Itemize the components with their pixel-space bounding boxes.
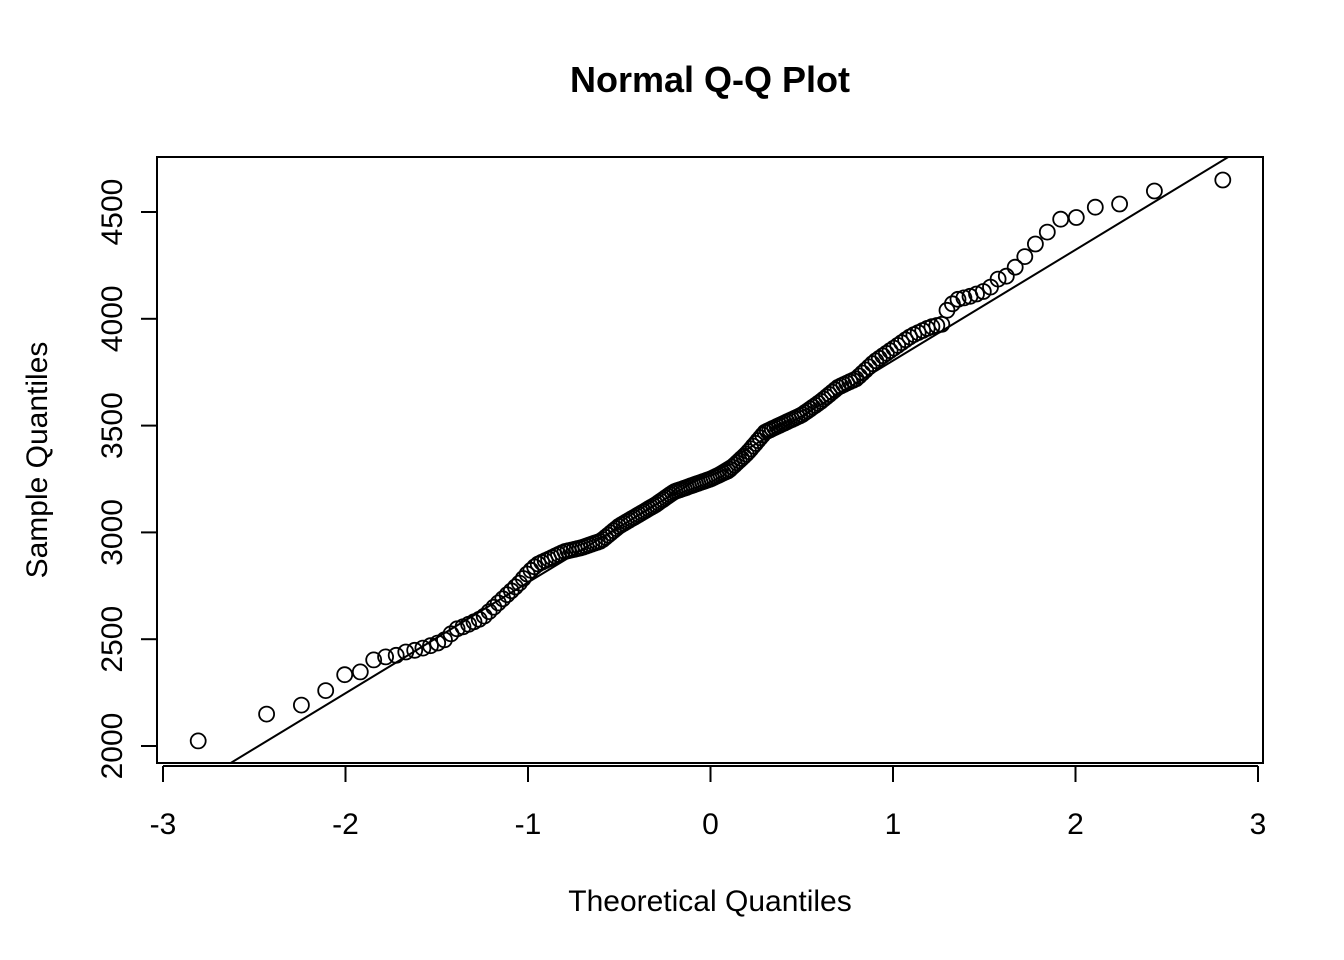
data-point <box>1016 248 1034 266</box>
data-point <box>949 290 967 308</box>
data-point <box>1006 258 1024 276</box>
x-axis-label: Theoretical Quantiles <box>568 885 851 918</box>
data-point <box>365 651 383 669</box>
x-tick-label: -1 <box>515 808 542 841</box>
data-point <box>1038 223 1056 241</box>
y-tick-label: 4000 <box>96 285 129 352</box>
data-point <box>317 682 335 699</box>
data-point <box>377 648 395 666</box>
data-point <box>1214 171 1232 189</box>
data-point <box>1086 198 1104 216</box>
data-point <box>1146 182 1163 200</box>
y-tick-label: 3500 <box>96 392 129 459</box>
y-tick-label: 3000 <box>96 499 129 566</box>
plot-frame <box>156 156 1264 764</box>
x-tick-label: 2 <box>1067 808 1084 841</box>
data-point <box>968 285 985 303</box>
chart-title: Normal Q-Q Plot <box>570 59 850 100</box>
data-point <box>989 270 1007 288</box>
data-points <box>189 171 1232 750</box>
x-tick-label: -2 <box>332 808 359 841</box>
y-tick-label: 4500 <box>96 179 129 246</box>
reference-line <box>228 157 1231 763</box>
x-tick-label: 1 <box>885 808 902 841</box>
data-point <box>406 641 424 659</box>
y-axis: 2000 2500 3000 3500 4000 4500 <box>96 179 158 780</box>
data-point <box>189 732 207 750</box>
x-tick-label: 3 <box>1250 808 1267 841</box>
data-point <box>897 331 914 349</box>
data-point <box>1067 209 1085 226</box>
data-point <box>336 666 354 684</box>
plot-area <box>156 156 1264 764</box>
data-point <box>1052 210 1070 228</box>
data-point <box>351 663 369 681</box>
data-point <box>1027 235 1044 253</box>
data-point <box>1111 195 1128 213</box>
y-tick-label: 2500 <box>96 606 129 673</box>
data-point <box>292 696 310 714</box>
data-point <box>258 705 276 723</box>
data-point <box>955 289 973 307</box>
y-axis-label: Sample Quantiles <box>21 342 54 579</box>
y-tick-label: 2000 <box>96 713 129 780</box>
x-axis: -3 -2 -1 0 1 2 3 <box>150 765 1267 841</box>
x-tick-label: 0 <box>702 808 719 841</box>
x-tick-label: -3 <box>150 808 177 841</box>
data-point <box>387 646 405 664</box>
data-point <box>414 639 432 657</box>
data-point <box>997 267 1015 285</box>
